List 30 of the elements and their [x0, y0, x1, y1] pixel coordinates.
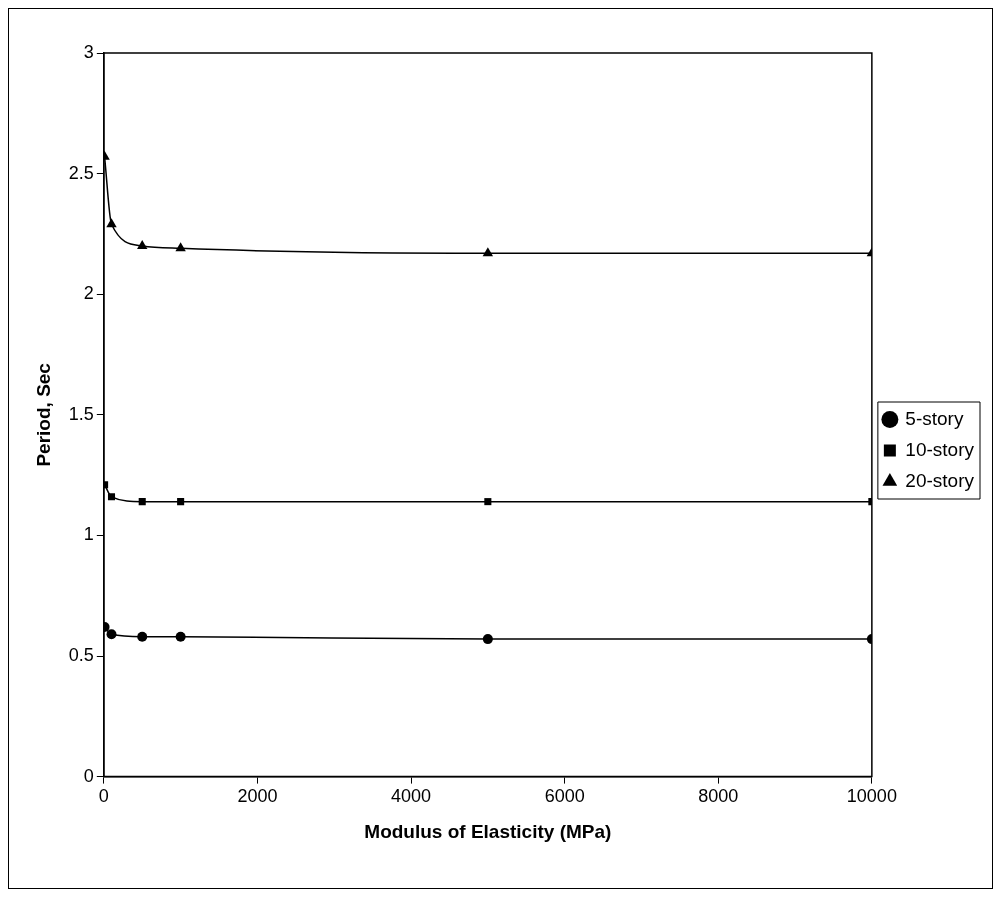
x-axis-title: Modulus of Elasticity (MPa): [364, 820, 612, 842]
point: [106, 218, 117, 228]
legend-label: 10-story: [905, 438, 975, 460]
x-tick-label: 2000: [237, 786, 278, 807]
point: [138, 498, 146, 506]
point: [482, 247, 494, 257]
point: [482, 634, 493, 645]
legend-label: 20-story: [905, 469, 975, 491]
legend-label: 5-story: [905, 407, 964, 429]
point: [175, 242, 186, 252]
point: [177, 498, 185, 506]
y-tick-label: 2: [83, 283, 94, 304]
x-tick-label: 10000: [846, 786, 897, 807]
x-tick-label: 8000: [698, 786, 739, 807]
point: [484, 498, 492, 506]
y-tick-label: 3: [83, 41, 94, 62]
point: [106, 629, 117, 640]
y-tick-label: 0: [83, 765, 94, 786]
point: [137, 631, 148, 642]
point: [107, 493, 116, 501]
y-tick-label: 1: [83, 524, 94, 545]
point: [137, 239, 148, 249]
y-tick-label: 1.5: [68, 403, 94, 424]
x-tick-label: 0: [98, 786, 109, 807]
x-tick-label: 4000: [391, 786, 432, 807]
x-tick-label: 6000: [544, 786, 585, 807]
y-tick-label: 2.5: [68, 162, 94, 183]
y-tick-label: 0.5: [68, 644, 94, 665]
y-axis-title: Period, Sec: [32, 362, 54, 467]
point: [175, 631, 186, 642]
